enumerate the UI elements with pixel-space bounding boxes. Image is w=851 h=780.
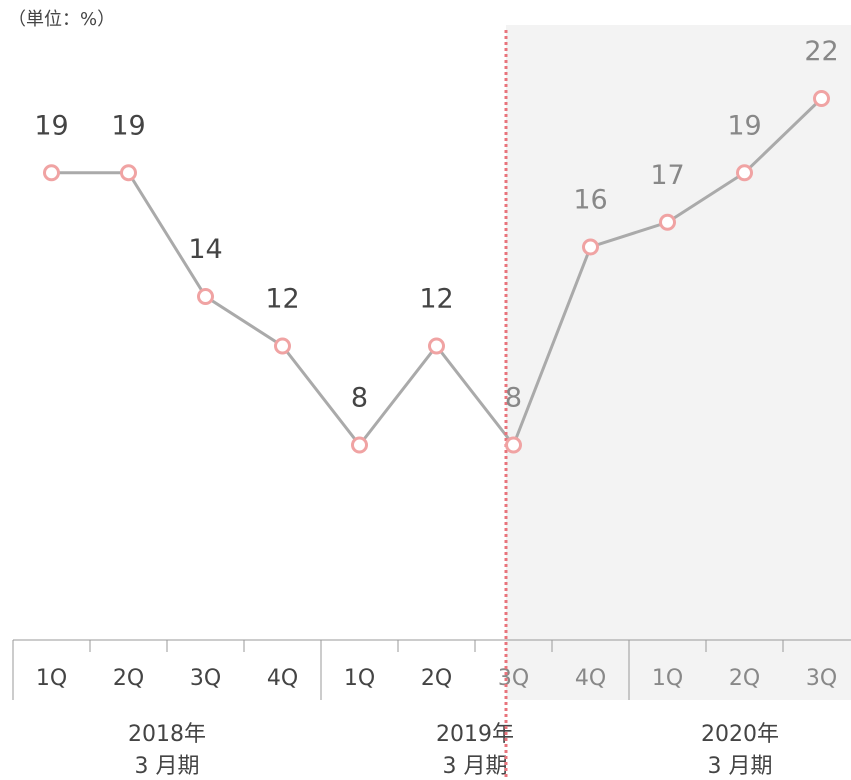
group-label: 3 月期 xyxy=(135,754,200,779)
marker xyxy=(120,164,137,182)
value-label: 14 xyxy=(188,234,222,265)
marker xyxy=(428,337,445,355)
x-tick-label: 1Q xyxy=(36,666,67,691)
value-label: 8 xyxy=(351,383,368,414)
x-tick-label: 2Q xyxy=(113,666,144,691)
unit-label: （単位：%） xyxy=(8,9,115,30)
marker xyxy=(659,213,676,231)
value-label: 12 xyxy=(419,284,453,315)
x-tick-label: 1Q xyxy=(344,666,375,691)
x-tick-label: 3Q xyxy=(498,666,529,691)
marker xyxy=(582,238,599,256)
group-label: 3 月期 xyxy=(708,754,773,779)
forecast-area xyxy=(506,25,851,700)
value-label: 22 xyxy=(804,36,838,67)
x-tick-label: 4Q xyxy=(267,666,298,691)
marker xyxy=(505,436,522,454)
x-tick-label: 2Q xyxy=(729,666,760,691)
value-label: 19 xyxy=(727,110,761,141)
value-label: 17 xyxy=(650,160,684,191)
value-label: 19 xyxy=(34,110,68,141)
group-label: 2020年 xyxy=(701,722,779,747)
value-label: 16 xyxy=(573,185,607,216)
marker xyxy=(197,288,214,305)
marker xyxy=(736,164,753,182)
marker xyxy=(351,436,368,454)
x-tick-label: 2Q xyxy=(421,666,452,691)
marker xyxy=(813,90,830,107)
group-label: 3 月期 xyxy=(443,754,508,779)
value-label: 12 xyxy=(265,284,299,315)
value-label: 8 xyxy=(505,383,522,414)
marker xyxy=(43,164,60,182)
x-tick-label: 4Q xyxy=(575,666,606,691)
value-label: 19 xyxy=(111,110,145,141)
x-tick-label: 3Q xyxy=(806,666,837,691)
marker xyxy=(274,337,291,355)
x-tick-label: 1Q xyxy=(652,666,683,691)
x-tick-label: 3Q xyxy=(190,666,221,691)
group-label: 2019年 xyxy=(436,722,514,747)
group-label: 2018年 xyxy=(128,722,206,747)
